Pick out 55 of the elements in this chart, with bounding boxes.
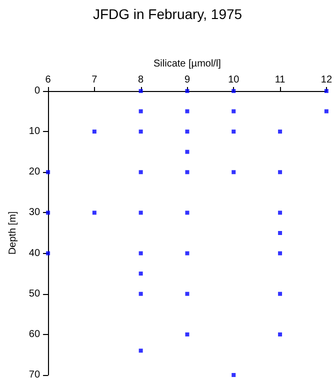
y-tick-label: 10 — [28, 126, 40, 138]
point — [92, 130, 96, 134]
point — [232, 170, 236, 174]
point — [185, 150, 190, 154]
point — [185, 210, 190, 215]
y-axis-title: Depth [m] — [8, 211, 18, 255]
point — [232, 89, 236, 93]
point — [278, 170, 282, 174]
point — [278, 292, 282, 296]
point — [278, 251, 282, 256]
point — [185, 292, 190, 296]
x-axis-title: Silicate [µmol/l] — [154, 58, 222, 70]
point — [185, 251, 190, 256]
point — [324, 109, 328, 114]
y-tick-label: 70 — [28, 370, 40, 380]
point — [185, 332, 190, 336]
point — [46, 210, 50, 215]
point — [138, 130, 143, 134]
x-tick-label: 12 — [320, 74, 332, 86]
point — [138, 109, 143, 114]
y-tick-label: 60 — [28, 328, 40, 340]
point — [324, 89, 328, 93]
point — [138, 292, 143, 296]
point — [185, 89, 190, 93]
y-tick-label: 0 — [34, 86, 40, 96]
point — [92, 210, 96, 215]
point — [185, 109, 190, 114]
point — [138, 251, 143, 256]
x-tick-label: 11 — [274, 74, 286, 86]
x-tick-label: 10 — [228, 74, 240, 86]
y-tick-label: 30 — [28, 207, 40, 218]
point — [232, 373, 236, 377]
point — [232, 130, 236, 134]
x-tick-label: 6 — [45, 74, 52, 86]
x-tick-label: 9 — [184, 74, 190, 86]
point — [46, 170, 50, 174]
point — [138, 170, 143, 174]
point — [185, 170, 190, 174]
point — [138, 210, 143, 215]
point — [46, 251, 50, 256]
chart-title: JFDG in February, 1975 — [92, 6, 242, 22]
y-tick-label: 20 — [28, 166, 40, 178]
point — [278, 332, 282, 336]
y-tick-label: 40 — [28, 248, 40, 259]
y-tick-label: 50 — [28, 288, 40, 300]
point — [138, 89, 143, 93]
x-tick-label: 8 — [138, 74, 144, 86]
point — [138, 272, 143, 276]
x-tick-label: 7 — [92, 74, 98, 86]
point — [185, 130, 190, 134]
point — [232, 109, 236, 114]
point — [278, 210, 282, 215]
point — [278, 231, 282, 235]
point — [138, 348, 143, 353]
point — [278, 130, 282, 134]
